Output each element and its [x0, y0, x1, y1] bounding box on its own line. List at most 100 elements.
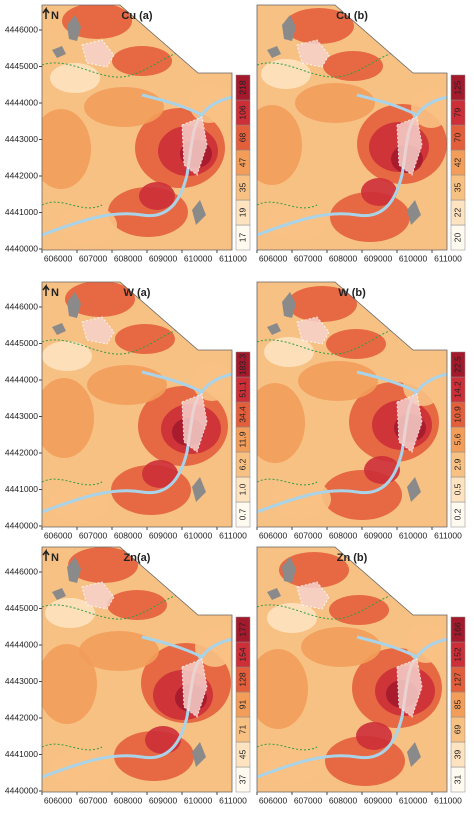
legend-label: 1.0 — [237, 483, 247, 495]
legend-label: 152 — [452, 647, 462, 661]
legend-label: 125 — [452, 80, 462, 94]
legend-label: 154 — [237, 647, 247, 661]
x-tick-label: 609000 — [149, 253, 178, 263]
concentration-zone — [257, 649, 308, 729]
x-tick-label: 610000 — [184, 795, 213, 805]
map-panel: Cu (b) 20 22 35 42 70 79 125 606000 607000 608000 6… — [256, 4, 466, 263]
concentration-zone — [356, 722, 392, 750]
mine-area — [296, 39, 330, 68]
x-tick-label: 608000 — [114, 253, 143, 263]
x-tick-label: 610000 — [399, 530, 428, 540]
concentration-zone — [42, 341, 92, 371]
x-tick-label: 609000 — [364, 253, 393, 263]
legend-cell — [235, 351, 251, 378]
mine-area — [81, 39, 115, 68]
river — [257, 93, 447, 237]
mine-area — [181, 393, 208, 453]
mine-area — [396, 658, 423, 718]
x-tick-label: 610000 — [184, 530, 213, 540]
y-tick-label: 4442000 — [5, 170, 38, 180]
legend-label: 69 — [452, 725, 462, 735]
legend-label: 177 — [237, 622, 247, 636]
legend-label: 42 — [452, 158, 462, 168]
contour-line — [257, 325, 428, 486]
map-panel: Zn (b) 31 39 69 85 127 152 166 606000 607000 60800… — [256, 546, 466, 805]
mine-area — [181, 658, 208, 718]
legend-label: 22.5 — [452, 356, 462, 373]
panel-title: Cu (b) — [336, 10, 368, 22]
y-tick-label: 4440000 — [5, 785, 38, 795]
concentration-zone — [50, 63, 100, 93]
concentration-zone — [261, 59, 311, 89]
x-tick-label: 607000 — [294, 530, 323, 540]
concentration-zone — [49, 483, 109, 523]
legend-label: 35 — [452, 183, 462, 193]
legend-label: 183.3 — [237, 354, 247, 376]
y-tick-label: 4446000 — [5, 301, 38, 311]
legend-label: 166 — [452, 622, 462, 636]
concentration-zone — [257, 383, 305, 463]
north-arrow — [42, 6, 50, 19]
x-tick-label: 606000 — [259, 253, 288, 263]
x-tick-label: 607000 — [79, 795, 108, 805]
legend-label: 127 — [452, 672, 462, 686]
x-tick-label: 607000 — [79, 253, 108, 263]
legend-label: 14.2 — [452, 381, 462, 398]
y-tick-label: 4445000 — [5, 61, 38, 71]
x-tick-label: 611000 — [219, 530, 247, 540]
panel-title: W (a) — [124, 287, 151, 299]
concentration-zone — [264, 337, 314, 367]
x-tick-label: 608000 — [114, 530, 143, 540]
x-tick-label: 609000 — [364, 530, 393, 540]
concentration-zone — [115, 324, 175, 354]
concentration-zone — [323, 51, 383, 81]
legend-label: 128 — [237, 672, 247, 686]
map-body — [257, 5, 447, 250]
north-label: N — [51, 10, 59, 22]
x-tick-label: 606000 — [44, 253, 73, 263]
legend-label: 5.6 — [452, 433, 462, 445]
panel-title: Zn (b) — [337, 552, 368, 564]
north-label: N — [51, 287, 59, 299]
legend-cell — [235, 74, 251, 101]
x-tick-label: 609000 — [149, 795, 178, 805]
concentration-zone — [112, 46, 172, 76]
concentration-zone — [139, 182, 175, 210]
y-tick-label: 4440000 — [5, 243, 38, 253]
river — [257, 370, 447, 514]
y-tick-label: 4441000 — [5, 749, 38, 759]
legend-label: 79 — [452, 108, 462, 118]
x-tick-label: 607000 — [294, 795, 323, 805]
concentration-zone — [107, 590, 167, 620]
legend-label: 51.1 — [237, 381, 247, 398]
mine-area — [181, 116, 208, 176]
concentration-zone — [295, 83, 375, 123]
legend-label: 22 — [452, 208, 462, 218]
legend-label: 70 — [452, 133, 462, 143]
legend-label: 31 — [452, 775, 462, 785]
mine-area — [81, 316, 115, 345]
x-tick-label: 609000 — [149, 530, 178, 540]
map-body — [42, 547, 232, 792]
legend-label: 10.9 — [452, 406, 462, 423]
x-tick-label: 606000 — [259, 530, 288, 540]
map-body — [257, 547, 447, 792]
x-tick-label: 609000 — [364, 795, 393, 805]
panel-title: Zn(a) — [124, 552, 151, 564]
x-tick-label: 611000 — [434, 795, 462, 805]
legend-cell — [450, 616, 466, 643]
map-panel: Zn(a) 37 45 71 91 128 154 177 N 4446000 4445000 444… — [5, 546, 251, 805]
contour-line — [42, 325, 213, 486]
concentration-zone — [42, 378, 94, 458]
concentration-zone — [65, 282, 135, 317]
map-body — [257, 282, 447, 527]
river — [42, 370, 232, 514]
legend-cell — [235, 616, 251, 643]
north-arrow — [42, 548, 50, 561]
x-tick-label: 607000 — [79, 530, 108, 540]
legend-label: 19 — [237, 208, 247, 218]
mine-area — [296, 316, 330, 345]
legend-label: 39 — [452, 750, 462, 760]
concentration-zone — [298, 361, 378, 401]
